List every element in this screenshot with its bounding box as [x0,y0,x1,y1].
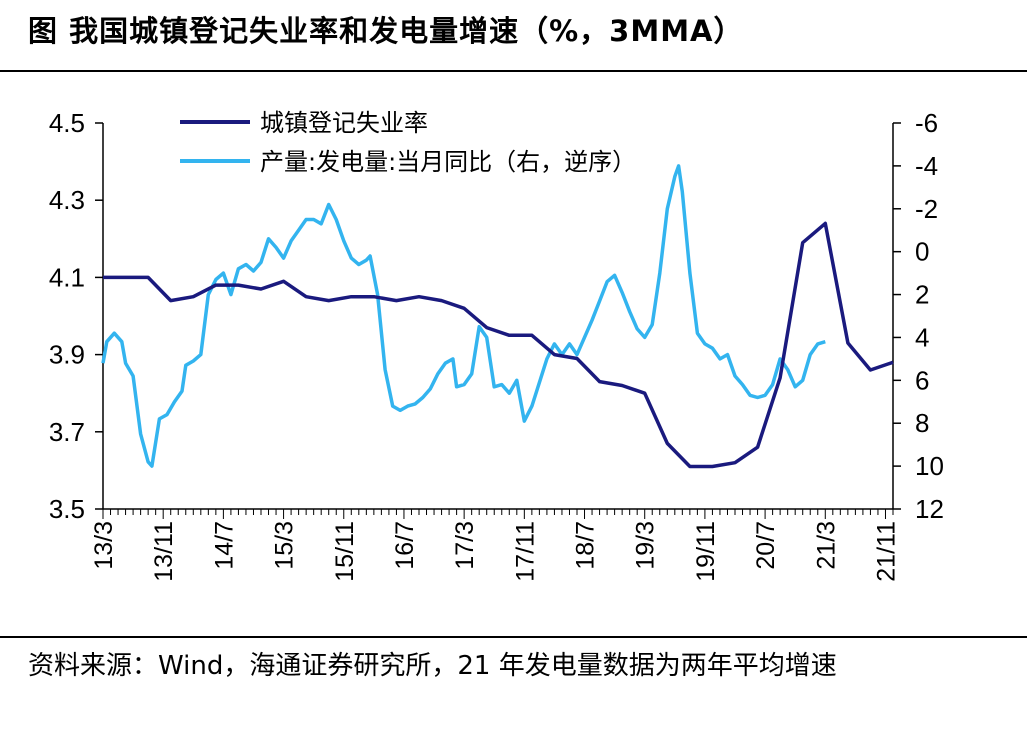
x-tick-label: 13/3 [90,521,118,570]
chart-axes: 4.5 4.3 4.1 3.9 3.7 3.5 -6 -4 -2 0 2 4 6 8 10 12 13/3 13/… [49,108,944,582]
x-tick-label: 21/11 [872,521,900,582]
legend-label-unemployment: 城镇登记失业率 [260,109,428,137]
x-tick-label: 17/3 [451,521,479,570]
right-tick-label: -4 [915,151,938,181]
right-tick-label: 6 [915,365,929,395]
left-tick-label: 4.5 [49,108,85,138]
source-divider [0,636,1027,638]
x-tick-label: 17/11 [511,521,539,582]
x-tick-label: 20/7 [752,521,780,570]
chart-lines [101,164,894,469]
series-line-power-output [101,164,826,468]
legend-label-power-output: 产量:发电量:当月同比（右，逆序） [260,148,636,176]
x-tick-label: 13/11 [150,521,178,582]
right-tick-label: 12 [915,494,944,524]
left-tick-label: 4.3 [49,185,85,215]
left-tick-label: 3.9 [49,340,85,370]
x-tick-label: 15/3 [271,521,299,570]
x-tick-label: 14/7 [210,521,238,570]
left-tick-label: 3.7 [49,417,85,447]
x-tick-label: 16/7 [391,521,419,570]
left-tick-label: 3.5 [49,494,85,524]
right-tick-label: -2 [915,194,938,224]
chart-title: 图 我国城镇登记失业率和发电量增速（%，3MMA） [28,14,744,48]
right-tick-label: 2 [915,280,929,310]
line-chart: 4.5 4.3 4.1 3.9 3.7 3.5 -6 -4 -2 0 2 4 6 8 10 12 13/3 13/… [49,108,944,582]
source-note: 资料来源：Wind，海通证券研究所，21 年发电量数据为两年平均增速 [28,651,837,681]
x-tick-label: 15/11 [331,521,359,582]
x-tick-label: 21/3 [812,521,840,570]
right-tick-label: 4 [915,322,929,352]
x-tick-label: 19/11 [692,521,720,582]
x-tick-label: 18/7 [572,521,600,570]
x-tick-label: 19/3 [632,521,660,570]
title-divider [0,70,1027,72]
left-tick-label: 4.1 [49,262,85,292]
right-tick-label: 8 [915,408,929,438]
series-line-unemployment [103,221,894,469]
right-tick-label: -6 [915,108,938,138]
right-tick-label: 0 [915,237,929,267]
right-tick-label: 10 [915,451,944,481]
chart-legend: 城镇登记失业率 产量:发电量:当月同比（右，逆序） [180,109,636,176]
